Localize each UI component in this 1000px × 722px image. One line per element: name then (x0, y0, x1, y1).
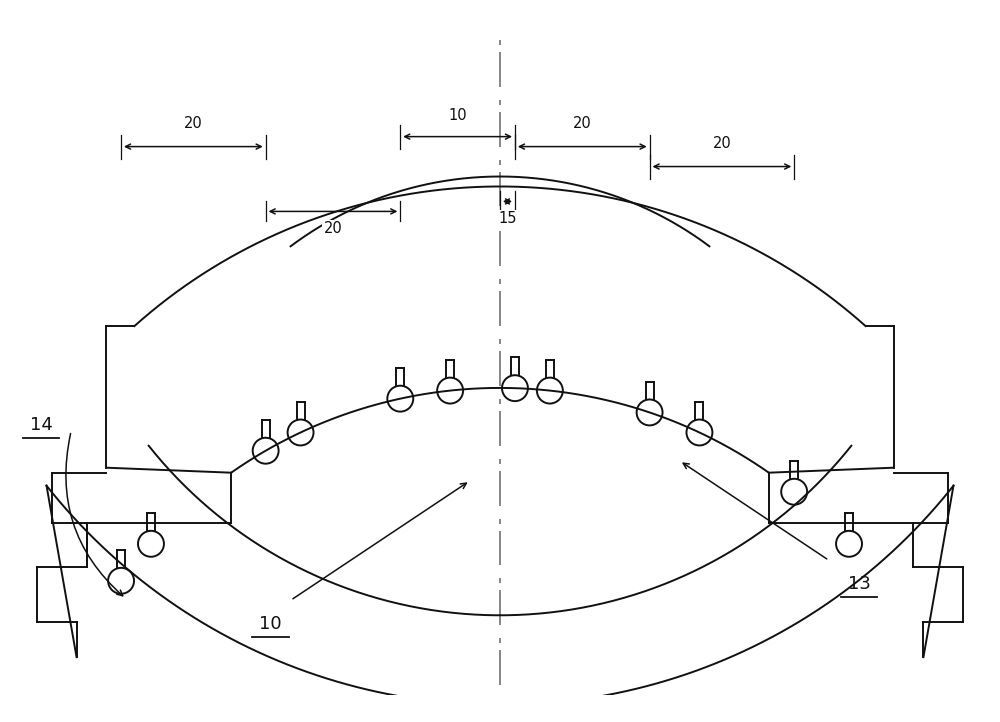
Text: 20: 20 (184, 116, 203, 131)
Text: 15: 15 (498, 212, 517, 227)
Text: 20: 20 (324, 222, 342, 236)
Text: 20: 20 (573, 116, 592, 131)
Text: 10: 10 (448, 108, 467, 123)
Text: 10: 10 (259, 615, 282, 633)
Text: 20: 20 (713, 136, 731, 151)
Text: 13: 13 (848, 575, 870, 593)
Text: 14: 14 (30, 416, 53, 434)
